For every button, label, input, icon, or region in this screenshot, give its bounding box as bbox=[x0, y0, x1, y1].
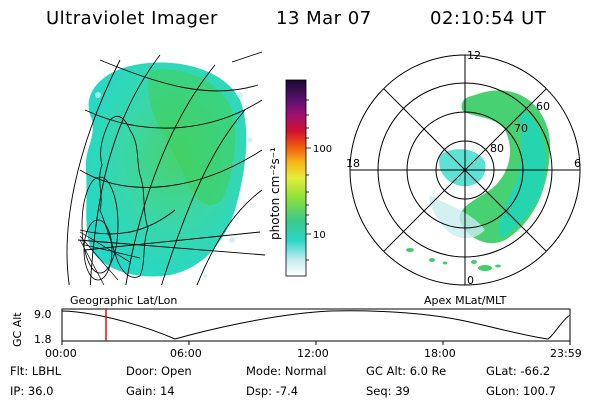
header-date: 13 Mar 07 bbox=[276, 8, 372, 29]
orbit-ymin: 1.8 bbox=[34, 333, 52, 346]
mlt-label-12: 12 bbox=[467, 49, 481, 62]
orbit-altitude-plot: GC Alt 9.0 1.8 00:00 06:00 12:00 18:00 2… bbox=[11, 308, 582, 360]
mlat-label-60: 60 bbox=[536, 100, 550, 113]
mlat-label-80: 80 bbox=[490, 142, 504, 155]
mlt-label-6: 6 bbox=[574, 157, 581, 170]
geo-panel-caption: Geographic Lat/Lon bbox=[70, 294, 178, 307]
status-mode: Mode: Normal bbox=[246, 364, 327, 378]
status-flt: Flt: LBHL bbox=[10, 364, 62, 378]
polar-image-panel: 12 18 6 0 60 70 80 bbox=[346, 49, 581, 287]
app-title: Ultraviolet Imager bbox=[46, 8, 218, 29]
geo-image-panel bbox=[66, 51, 266, 285]
mlat-label-70: 70 bbox=[514, 122, 528, 135]
status-gain: Gain: 14 bbox=[126, 384, 175, 398]
orbit-altitude-curve bbox=[61, 310, 571, 340]
orbit-xtick-3: 18:00 bbox=[424, 347, 456, 360]
orbit-ylabel: GC Alt bbox=[11, 312, 24, 347]
status-dsp: Dsp: -7.4 bbox=[246, 384, 299, 398]
colorbar-tick-100: 100 bbox=[313, 144, 332, 155]
orbit-xtick-0: 00:00 bbox=[45, 347, 77, 360]
mlt-label-0: 0 bbox=[467, 274, 474, 287]
colorbar: 100 10 photon cm⁻²s⁻¹ bbox=[268, 79, 332, 277]
colorbar-unit-label: photon cm⁻²s⁻¹ bbox=[268, 147, 282, 240]
orbit-xtick-4: 23:59 bbox=[550, 347, 582, 360]
orbit-ymax: 9.0 bbox=[34, 308, 52, 321]
status-glat: GLat: -66.2 bbox=[486, 364, 551, 378]
colorbar-tick-10: 10 bbox=[313, 230, 326, 241]
status-gc-alt: GC Alt: 6.0 Re bbox=[366, 364, 447, 378]
orbit-xtick-1: 06:00 bbox=[170, 347, 202, 360]
header-time: 02:10:54 UT bbox=[430, 8, 547, 29]
status-seq: Seq: 39 bbox=[366, 384, 410, 398]
mlt-label-18: 18 bbox=[346, 157, 360, 170]
status-glon: GLon: 100.7 bbox=[486, 384, 556, 398]
orbit-xtick-2: 12:00 bbox=[297, 347, 329, 360]
status-ip: IP: 36.0 bbox=[10, 384, 54, 398]
status-door: Door: Open bbox=[126, 364, 192, 378]
polar-panel-caption: Apex MLat/MLT bbox=[424, 294, 507, 307]
